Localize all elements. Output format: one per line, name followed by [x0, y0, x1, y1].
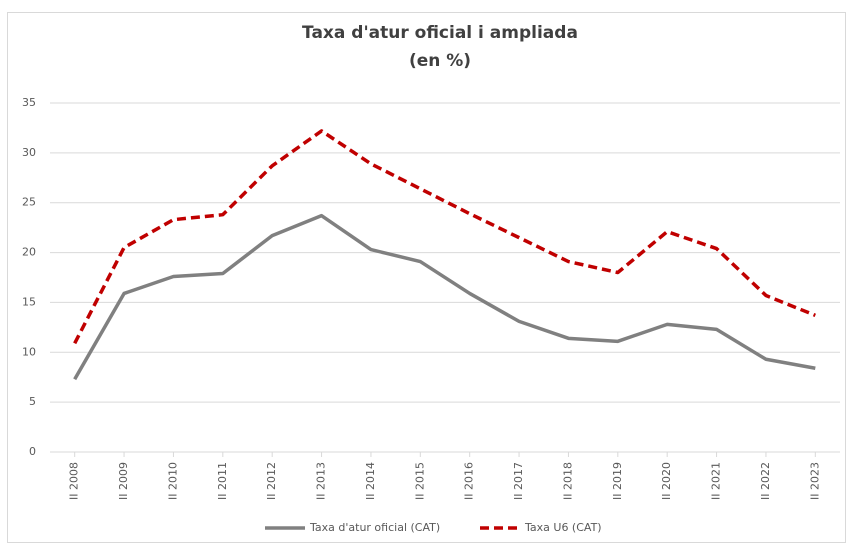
x-tick-label: II 2023: [808, 462, 821, 500]
chart-title: Taxa d'atur oficial i ampliada: [302, 23, 578, 43]
x-tick-label: II 2010: [166, 462, 179, 500]
legend-label: Taxa d'atur oficial (CAT): [309, 521, 440, 534]
y-tick-label: 0: [29, 445, 36, 458]
y-tick-label: 25: [22, 196, 36, 209]
y-tick-label: 5: [29, 395, 36, 408]
x-tick-label: II 2013: [315, 462, 328, 500]
x-tick-label: II 2016: [463, 462, 476, 500]
x-tick-label: II 2020: [660, 462, 673, 500]
x-tick-label: II 2021: [710, 462, 723, 500]
x-tick-label: II 2019: [611, 462, 624, 500]
chart-subtitle: (en %): [409, 51, 471, 71]
series-line: [73, 213, 816, 381]
series-line: [73, 129, 816, 345]
x-tick-label: II 2015: [413, 462, 426, 500]
x-tick-label: II 2008: [68, 462, 81, 500]
x-tick-label: II 2009: [117, 462, 130, 500]
y-tick-label: 30: [22, 146, 36, 159]
x-tick-label: II 2012: [265, 462, 278, 500]
y-tick-label: 15: [22, 295, 36, 308]
x-tick-label: II 2011: [216, 462, 229, 500]
x-tick-label: II 2014: [364, 462, 377, 500]
chart-frame: [7, 12, 846, 543]
y-tick-label: 10: [22, 345, 36, 358]
x-tick-label: II 2018: [561, 462, 574, 500]
x-tick-label: II 2017: [512, 462, 525, 500]
x-tick-label: II 2022: [759, 462, 772, 500]
y-tick-label: 35: [22, 96, 36, 109]
y-tick-label: 20: [22, 246, 36, 259]
legend-label: Taxa U6 (CAT): [524, 521, 602, 534]
